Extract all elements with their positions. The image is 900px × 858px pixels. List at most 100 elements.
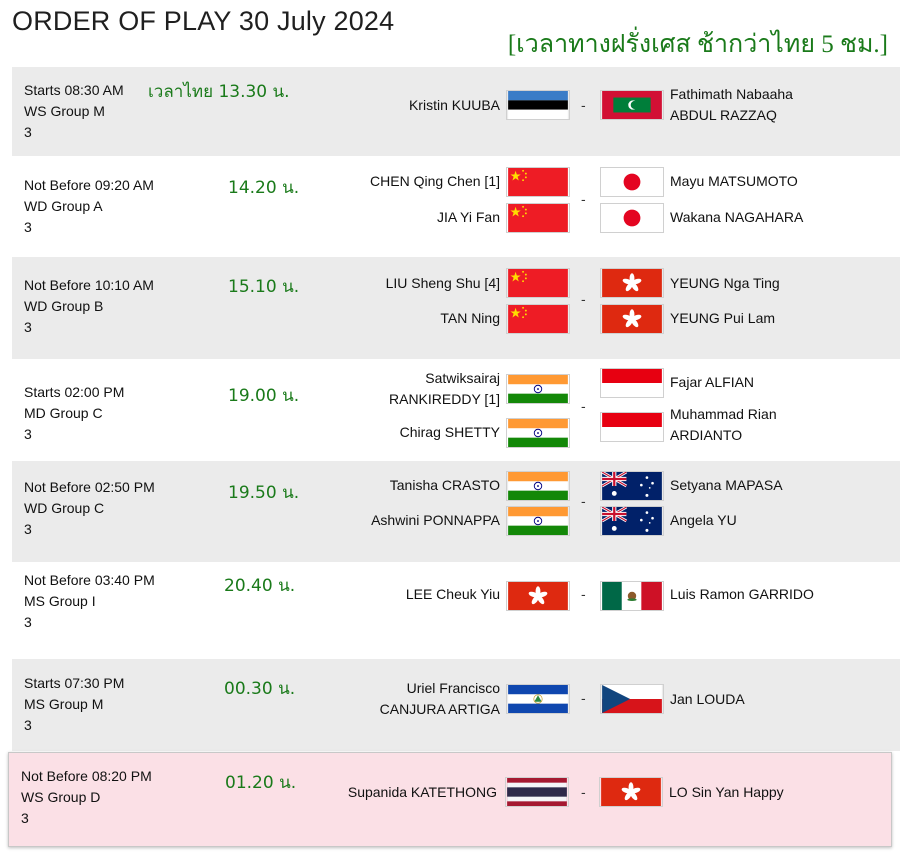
player-name[interactable]: Supanida KATETHONG: [347, 784, 497, 800]
player-name[interactable]: JIA Yi Fan: [436, 209, 500, 225]
match-group: MS Group M: [24, 696, 104, 712]
indonesia-flag: [600, 368, 664, 398]
player-name[interactable]: Angela YU: [670, 512, 737, 528]
match-group: WD Group C: [24, 500, 105, 516]
match-start-time: Starts 02:00 PM: [24, 384, 125, 400]
player-name-line: Uriel Francisco: [406, 680, 500, 696]
match-start-time: Not Before 03:40 PM: [24, 572, 155, 588]
india-flag: [506, 506, 570, 536]
china-flag: [506, 268, 570, 298]
estonia-flag: [506, 90, 570, 120]
china-flag: [506, 304, 570, 334]
match-info: Not Before 03:40 PM MS Group I 3: [24, 570, 155, 633]
match-start-time: Not Before 10:10 AM: [24, 277, 154, 293]
thai-time: 00.30 น.: [224, 679, 296, 699]
match-court: 3: [24, 124, 32, 140]
maldives-flag: [600, 90, 664, 120]
player-name[interactable]: Chirag SHETTY: [399, 424, 500, 440]
player-name-line: Muhammad Rian: [670, 406, 777, 422]
thai-time: 19.00 น.: [228, 386, 300, 406]
match-row: Starts 02:00 PM MD Group C 3 19.00 น. Sa…: [12, 359, 900, 461]
match-info: Not Before 10:10 AM WD Group B 3: [24, 275, 154, 338]
hong-kong-flag: [600, 268, 664, 298]
player-name[interactable]: Wakana NAGAHARA: [670, 209, 804, 225]
player-name[interactable]: YEUNG Nga Ting: [670, 275, 780, 291]
india-flag: [506, 374, 570, 404]
vs-separator: -: [581, 690, 586, 706]
player-name[interactable]: Fathimath Nabaaha ABDUL RAZZAQ: [670, 84, 793, 126]
match-court: 3: [24, 319, 32, 335]
vs-separator: -: [581, 493, 586, 509]
china-flag: [506, 203, 570, 233]
thai-time: 14.20 น.: [228, 178, 300, 198]
player-name[interactable]: Muhammad Rian ARDIANTO: [670, 404, 777, 446]
player-name[interactable]: Satwiksairaj RANKIREDDY [1]: [389, 368, 500, 410]
player-name[interactable]: LO Sin Yan Happy: [669, 784, 784, 800]
match-row: Starts 07:30 PM MS Group M 3 00.30 น. Ur…: [12, 659, 900, 751]
match-court: 3: [24, 717, 32, 733]
match-info: Not Before 08:20 PM WS Group D 3: [21, 766, 152, 829]
india-flag: [506, 471, 570, 501]
thai-time: เวลาไทย 13.30 น.: [148, 82, 290, 102]
player-name-line: ABDUL RAZZAQ: [670, 107, 777, 123]
player-name[interactable]: Mayu MATSUMOTO: [670, 173, 798, 189]
match-court: 3: [24, 219, 32, 235]
australia-flag: [600, 506, 664, 536]
match-row: Not Before 03:40 PM MS Group I 3 20.40 น…: [12, 562, 900, 659]
player-name[interactable]: TAN Ning: [440, 310, 500, 326]
japan-flag: [600, 203, 664, 233]
match-group: WD Group A: [24, 198, 103, 214]
match-row: Not Before 09:20 AM WD Group A 3 14.20 น…: [12, 156, 900, 257]
player-name[interactable]: Jan LOUDA: [670, 691, 745, 707]
thai-time: 20.40 น.: [224, 576, 296, 596]
match-group: MD Group C: [24, 405, 103, 421]
match-court: 3: [24, 521, 32, 537]
hong-kong-flag: [600, 304, 664, 334]
hong-kong-flag: [506, 581, 570, 611]
player-name[interactable]: Tanisha CRASTO: [389, 477, 500, 493]
hong-kong-flag: [599, 777, 663, 807]
player-name[interactable]: CHEN Qing Chen [1]: [370, 173, 500, 189]
el-salvador-flag: [506, 684, 570, 714]
player-name-line: RANKIREDDY [1]: [389, 391, 500, 407]
match-row: Not Before 02:50 PM WD Group C 3 19.50 น…: [12, 461, 900, 562]
thailand-flag: [505, 777, 569, 807]
match-group: MS Group I: [24, 593, 96, 609]
japan-flag: [600, 167, 664, 197]
player-name-line: ARDIANTO: [670, 427, 743, 443]
match-court: 3: [24, 614, 32, 630]
thai-time: 19.50 น.: [228, 483, 300, 503]
player-name[interactable]: LEE Cheuk Yiu: [405, 586, 500, 602]
india-flag: [506, 418, 570, 448]
match-row: Starts 08:30 AM WS Group M 3 เวลาไทย 13.…: [12, 67, 900, 156]
match-info: Starts 07:30 PM MS Group M 3: [24, 673, 124, 736]
thai-timezone-note: [เวลาทางฝรั่งเศส ช้ากว่าไทย 5 ชม.]: [507, 31, 888, 58]
player-name-line: CANJURA ARTIGA: [379, 701, 500, 717]
thai-time: 01.20 น.: [225, 773, 297, 793]
player-name[interactable]: LIU Sheng Shu [4]: [385, 275, 500, 291]
vs-separator: -: [581, 586, 586, 602]
vs-separator: -: [581, 398, 586, 414]
match-group: WD Group B: [24, 298, 104, 314]
match-info: Starts 08:30 AM WS Group M 3: [24, 80, 124, 143]
mexico-flag: [600, 581, 664, 611]
match-info: Not Before 02:50 PM WD Group C 3: [24, 477, 155, 540]
match-start-time: Starts 07:30 PM: [24, 675, 125, 691]
match-info: Not Before 09:20 AM WD Group A 3: [24, 175, 154, 238]
match-row: Not Before 10:10 AM WD Group B 3 15.10 น…: [12, 257, 900, 359]
match-start-time: Starts 08:30 AM: [24, 82, 124, 98]
player-name[interactable]: YEUNG Pui Lam: [670, 310, 776, 326]
australia-flag: [600, 471, 664, 501]
player-name[interactable]: Ashwini PONNAPPA: [371, 512, 500, 528]
match-group: WS Group D: [21, 789, 101, 805]
match-start-time: Not Before 02:50 PM: [24, 479, 155, 495]
player-name[interactable]: Fajar ALFIAN: [670, 374, 755, 390]
player-name[interactable]: Luis Ramon GARRIDO: [670, 586, 814, 602]
page-title: ORDER OF PLAY 30 July 2024: [12, 6, 395, 36]
match-row-highlighted: Not Before 08:20 PM WS Group D 3 01.20 น…: [8, 752, 892, 847]
player-name[interactable]: Setyana MAPASA: [670, 477, 783, 493]
player-name[interactable]: Kristin KUUBA: [408, 97, 500, 113]
match-group: WS Group M: [24, 103, 105, 119]
vs-separator: -: [581, 191, 586, 207]
player-name[interactable]: Uriel Francisco CANJURA ARTIGA: [380, 678, 500, 720]
